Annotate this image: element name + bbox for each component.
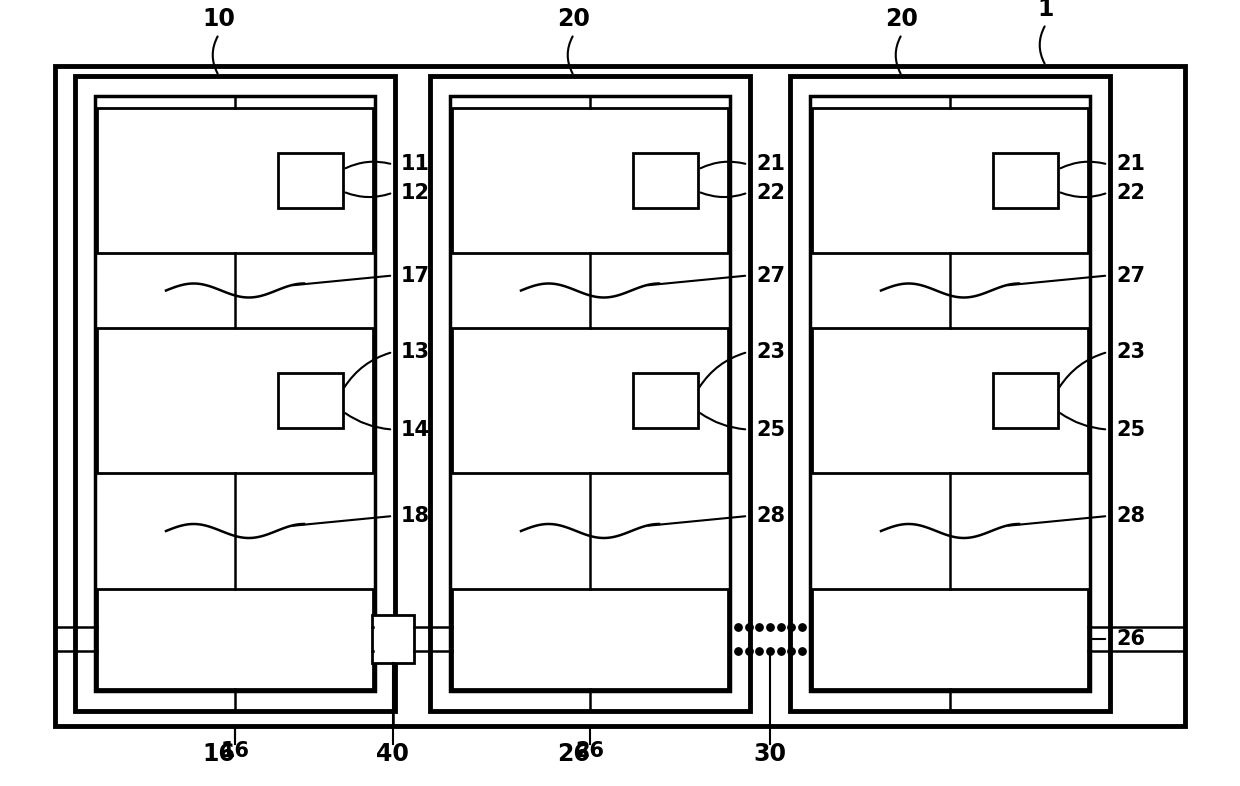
- Point: [781, 645, 801, 657]
- Bar: [993, 373, 1058, 428]
- Text: 16: 16: [221, 741, 249, 761]
- Bar: [453, 589, 728, 689]
- Text: 23: 23: [756, 342, 785, 362]
- Text: 25: 25: [756, 420, 785, 439]
- Point: [739, 645, 759, 657]
- Bar: [812, 328, 1087, 473]
- Point: [728, 621, 748, 634]
- Point: [760, 621, 780, 634]
- Text: 11: 11: [401, 155, 430, 174]
- Text: 10: 10: [202, 7, 236, 31]
- Text: 21: 21: [1116, 155, 1145, 174]
- Bar: [450, 96, 730, 691]
- Bar: [95, 96, 374, 691]
- Point: [728, 645, 748, 657]
- Bar: [453, 328, 728, 473]
- Point: [792, 621, 812, 634]
- Text: 20: 20: [558, 7, 590, 31]
- Bar: [632, 373, 698, 428]
- Bar: [55, 66, 1185, 726]
- Bar: [278, 373, 343, 428]
- Bar: [430, 76, 750, 711]
- Text: 26: 26: [1116, 629, 1145, 649]
- Bar: [97, 108, 373, 253]
- Text: 26: 26: [575, 741, 605, 761]
- Bar: [372, 615, 413, 663]
- Point: [781, 621, 801, 634]
- Text: 13: 13: [401, 342, 430, 362]
- Bar: [812, 589, 1087, 689]
- Bar: [74, 76, 396, 711]
- Bar: [278, 153, 343, 208]
- Point: [771, 621, 791, 634]
- Text: 40: 40: [376, 742, 409, 766]
- Bar: [97, 328, 373, 473]
- Point: [749, 621, 769, 634]
- Text: 27: 27: [756, 266, 785, 285]
- Text: 18: 18: [401, 506, 430, 526]
- Text: 28: 28: [756, 506, 785, 526]
- Text: 23: 23: [1116, 342, 1145, 362]
- Text: 14: 14: [401, 420, 430, 439]
- Text: 12: 12: [401, 182, 430, 203]
- Point: [739, 621, 759, 634]
- Bar: [453, 108, 728, 253]
- Bar: [97, 589, 373, 689]
- Bar: [993, 153, 1058, 208]
- Point: [771, 645, 791, 657]
- Text: 28: 28: [1116, 506, 1145, 526]
- Text: 17: 17: [401, 266, 430, 285]
- Point: [749, 645, 769, 657]
- Text: 25: 25: [1116, 420, 1145, 439]
- Text: 30: 30: [754, 742, 786, 766]
- Text: 21: 21: [756, 155, 785, 174]
- Bar: [812, 108, 1087, 253]
- Bar: [632, 153, 698, 208]
- Point: [792, 645, 812, 657]
- Text: 22: 22: [1116, 182, 1145, 203]
- Text: 1: 1: [1038, 0, 1054, 21]
- Bar: [810, 96, 1090, 691]
- Text: 27: 27: [1116, 266, 1145, 285]
- Text: 16: 16: [202, 742, 236, 766]
- Text: 20: 20: [885, 7, 919, 31]
- Text: 26: 26: [558, 742, 590, 766]
- Bar: [790, 76, 1110, 711]
- Text: 22: 22: [756, 182, 785, 203]
- Point: [760, 645, 780, 657]
